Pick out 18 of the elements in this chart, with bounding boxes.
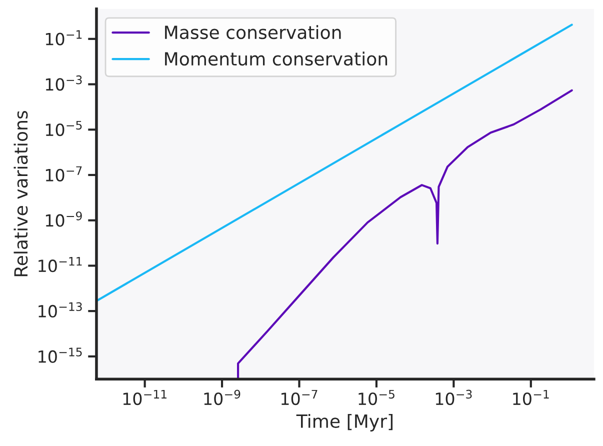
y-tick-label: 10$^{−11}$ (38, 257, 82, 272)
y-axis-title: Relative variations (14, 110, 28, 276)
x-tick-label: 10$^{−1}$ (513, 390, 549, 406)
y-tick-label: 10$^{−9}$ (46, 212, 82, 227)
x-axis-title: Time [Myr] (296, 414, 393, 432)
x-tick-label: 10$^{−3}$ (436, 390, 472, 406)
x-tick-label: 10$^{−7}$ (281, 390, 318, 406)
y-tick-label: 10$^{−5}$ (46, 120, 82, 136)
y-tick-label: 10$^{−3}$ (46, 75, 82, 91)
legend-label: Momentum conservation (165, 52, 388, 66)
y-tick-label: 10$^{−7}$ (46, 166, 82, 182)
legend-label: Masse conservation (165, 25, 341, 40)
x-tick-label: 10$^{−5}$ (358, 390, 394, 406)
x-tick-label: 10$^{−9}$ (204, 390, 240, 406)
y-tick-label: 10$^{−13}$ (38, 302, 82, 318)
y-tick-label: 10$^{−1}$ (46, 30, 82, 46)
x-tick-label: 10$^{−11}$ (123, 390, 166, 406)
y-tick-label: 10$^{−15}$ (38, 348, 82, 363)
